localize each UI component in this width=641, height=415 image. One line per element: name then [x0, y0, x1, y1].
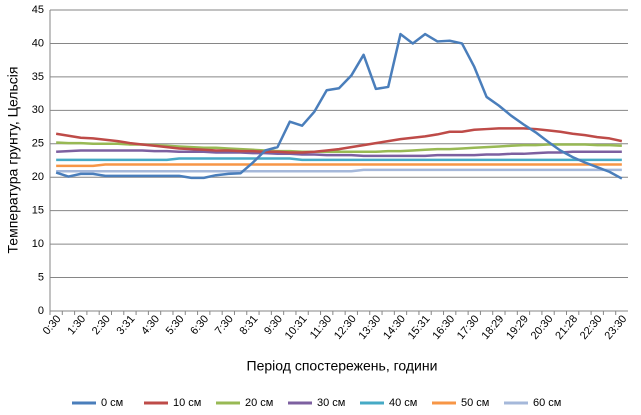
y-tick-label: 40: [32, 37, 44, 49]
y-tick-label: 15: [32, 205, 44, 217]
x-tick-label: 3:31: [114, 313, 137, 337]
y-axis-title: Температура грунту, Цельсія: [5, 67, 21, 254]
x-tick-label: 16:30: [430, 313, 457, 342]
x-tick-label: 2:30: [90, 313, 113, 337]
x-tick-label: 15:31: [406, 313, 433, 342]
x-tick-label: 14:30: [381, 313, 408, 342]
legend-label: 40 см: [389, 397, 417, 409]
y-tick-label: 35: [32, 71, 44, 83]
series-line: [56, 157, 622, 162]
x-tick-label: 8:31: [237, 313, 260, 337]
x-tick-label: 9:30: [262, 313, 285, 337]
x-tick-label: 21:28: [553, 313, 580, 342]
legend-label: 50 см: [461, 397, 489, 409]
x-tick-label: 19:29: [504, 313, 531, 342]
y-tick-label: 45: [32, 4, 44, 16]
x-tick-label: 0:30: [41, 313, 64, 337]
x-tick-label: 1:30: [65, 313, 88, 337]
y-tick-label: 0: [38, 305, 44, 317]
x-tick-label: 22:30: [578, 313, 605, 342]
x-tick-label: 7:30: [213, 313, 236, 337]
x-tick-label: 6:30: [188, 313, 211, 337]
series-line: [56, 168, 622, 173]
series-line: [55, 32, 623, 180]
x-tick-label: 10:31: [283, 313, 310, 342]
x-tick-label: 13:30: [357, 313, 384, 342]
legend-label: 30 см: [317, 397, 345, 409]
y-tick-label: 20: [32, 171, 44, 183]
y-tick-label: 25: [32, 138, 44, 150]
x-tick-label: 11:30: [308, 313, 334, 341]
y-tick-label: 10: [32, 238, 44, 250]
x-tick-label: 5:30: [164, 313, 187, 337]
x-tick-label: 23:30: [602, 313, 629, 342]
y-tick-label: 30: [32, 104, 44, 116]
x-tick-label: 12:30: [332, 313, 359, 342]
x-tick-label: 18:29: [480, 313, 507, 342]
series-line: [56, 163, 622, 168]
x-tick-label: 17:30: [455, 313, 482, 342]
x-tick-label: 4:30: [139, 313, 162, 337]
legend-label: 20 см: [245, 397, 273, 409]
legend-label: 60 см: [533, 397, 561, 409]
y-tick-label: 5: [38, 271, 44, 283]
legend-label: 10 см: [173, 397, 201, 409]
series-line: [55, 127, 623, 154]
x-tick-label: 20:30: [529, 313, 556, 342]
legend-label: 0 см: [101, 397, 123, 409]
x-axis-title: Період спостережень, години: [247, 358, 438, 374]
series-line: [56, 149, 622, 158]
